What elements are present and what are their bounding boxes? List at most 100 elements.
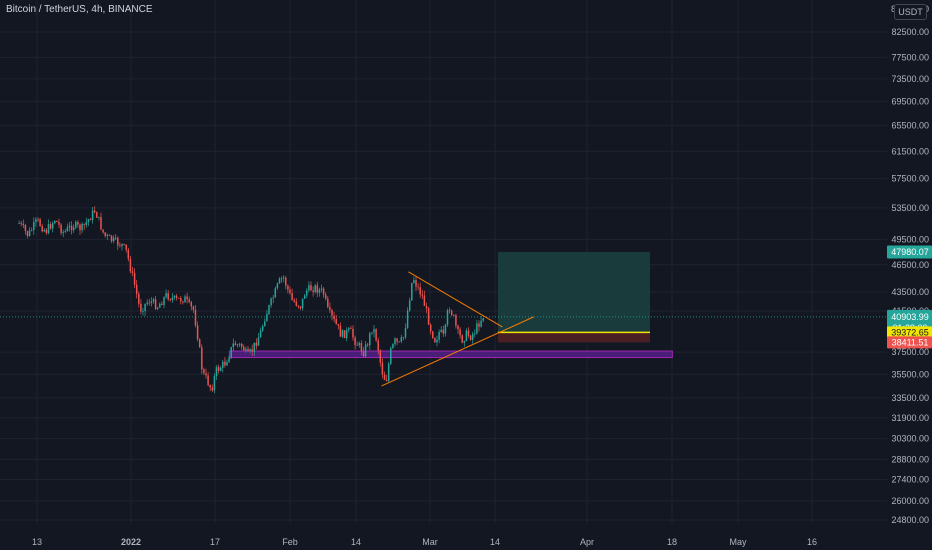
candle-body [232,343,235,348]
target-zone[interactable] [497,252,650,333]
candle-body [415,280,417,287]
candle-body [213,376,216,391]
candle-body [125,244,127,250]
candle-body [205,373,207,376]
symbol-title[interactable]: Bitcoin / TetherUS, 4h, BINANCE [6,4,153,15]
candle-body [261,326,264,331]
time-tick-label: Feb [282,537,298,547]
candle-body [459,329,461,336]
candle-body [482,318,484,321]
candle-body [463,340,466,343]
candle-body [289,289,291,294]
candle-body [360,343,363,352]
candle-body [377,340,379,351]
candle-body [385,379,388,382]
candle-body [114,237,117,239]
candle-body [45,229,48,234]
candle-body [56,220,58,222]
candle-body [318,289,321,293]
candle-body [142,311,144,312]
candle-body [240,343,243,347]
candle-body [337,324,340,326]
candle-body [148,302,151,304]
time-tick-label: 18 [667,537,677,547]
candle-body [230,347,232,358]
candle-body [22,223,25,226]
candle-body [140,303,142,312]
candle-body [390,348,392,364]
candle-body [110,235,113,242]
candle-body [177,297,180,299]
candle-body [350,328,352,330]
candle-body [245,348,247,351]
candle-body [461,335,463,343]
time-tick-label: Mar [422,537,438,547]
price-tags: 47980.07 40903.99 01:28:00 39372.65 3841… [887,245,932,349]
candle-body [306,290,308,296]
candle-body [432,331,434,338]
trendline[interactable] [381,316,534,387]
candle-body [308,285,310,291]
candle-body [264,321,266,327]
candle-body [436,339,438,343]
time-tick-label: May [729,537,747,547]
candle-body [457,325,459,330]
trendline[interactable] [408,271,503,328]
candle-body [196,325,199,340]
candle-body [138,293,140,304]
candle-body [425,305,428,309]
candle-body [293,300,295,302]
price-axis[interactable]: 82500.00 77500.00 73500.00 69500.00 65500.00… [887,0,932,550]
candle-body [150,301,153,303]
time-tick-label: 14 [490,537,500,547]
candle-body [18,223,20,225]
candle-body [20,223,22,225]
candle-body [366,344,369,346]
time-tick-label: 2022 [121,537,141,547]
candle-body [54,220,56,224]
candle-body [135,284,138,294]
candle-body [268,305,270,314]
candle-body [303,295,306,299]
grid-lines [0,0,887,524]
candle-body [192,306,195,310]
trendlines[interactable] [381,271,534,387]
candle-body [434,337,436,343]
candle-body [413,280,415,283]
drawing-zones[interactable] [0,252,887,359]
price-tick-label: 31900.00 [891,413,929,423]
time-axis[interactable]: 13 2022 17 Feb 14 Mar 14 Apr 18 May 16 [0,524,932,550]
candle-body [455,315,457,326]
stop-loss-zone[interactable] [497,332,650,343]
candle-body [453,314,455,316]
candle-body [108,234,111,236]
candle-body [429,324,432,332]
candle-body [43,229,46,232]
candle-body [171,297,174,300]
candle-body [33,222,35,231]
price-tick-label: 57500.00 [891,174,929,184]
candle-body [47,224,50,234]
time-tick-label: Apr [580,537,594,547]
candle-body [194,309,197,326]
candle-body [127,249,130,259]
price-tick-label: 26000.00 [891,496,929,506]
candle-body [83,223,85,225]
candle-body [173,295,176,298]
candle-body [167,293,169,300]
price-tick-label: 33500.00 [891,393,929,403]
candle-body [77,221,79,225]
price-tick-label: 61500.00 [891,146,929,156]
candle-body [467,330,470,336]
candle-body [249,349,251,352]
candle-body [180,298,182,302]
candle-body [387,363,390,382]
price-tick-label: 53500.00 [891,203,929,213]
currency-button[interactable]: USDT [894,4,927,20]
candle-body [24,225,27,231]
candle-body [203,369,205,374]
candle-body [406,310,409,329]
candle-body [66,227,69,232]
